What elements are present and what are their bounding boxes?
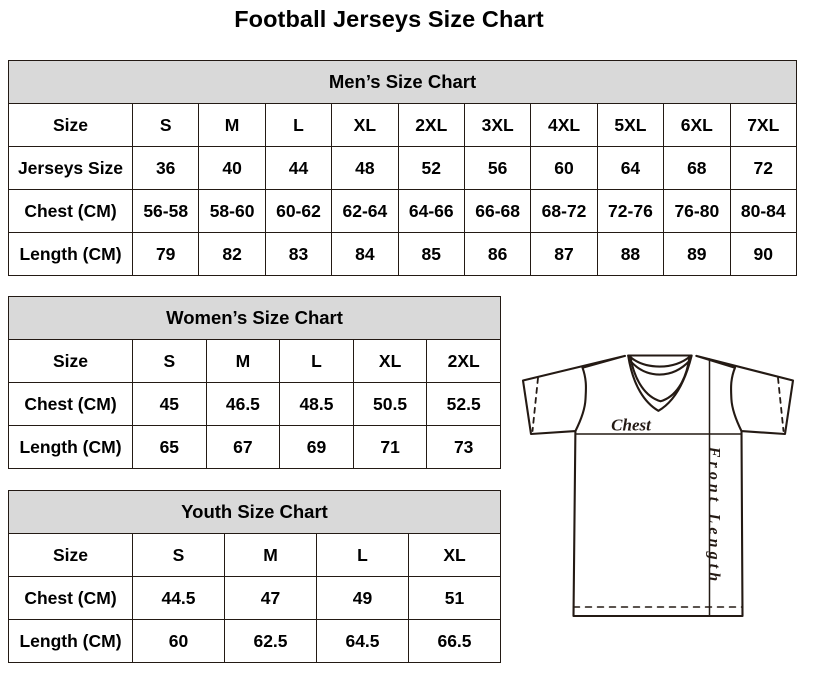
svg-text:Chest: Chest xyxy=(611,416,652,435)
svg-text:Front Length: Front Length xyxy=(706,446,723,586)
